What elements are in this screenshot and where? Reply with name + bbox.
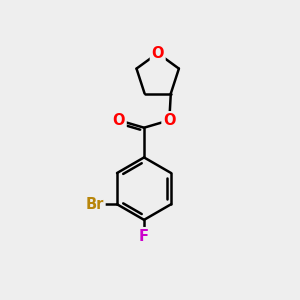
Text: F: F [139,229,149,244]
Text: O: O [112,113,125,128]
Text: O: O [152,46,164,61]
Text: O: O [163,113,176,128]
Text: Br: Br [85,197,104,212]
